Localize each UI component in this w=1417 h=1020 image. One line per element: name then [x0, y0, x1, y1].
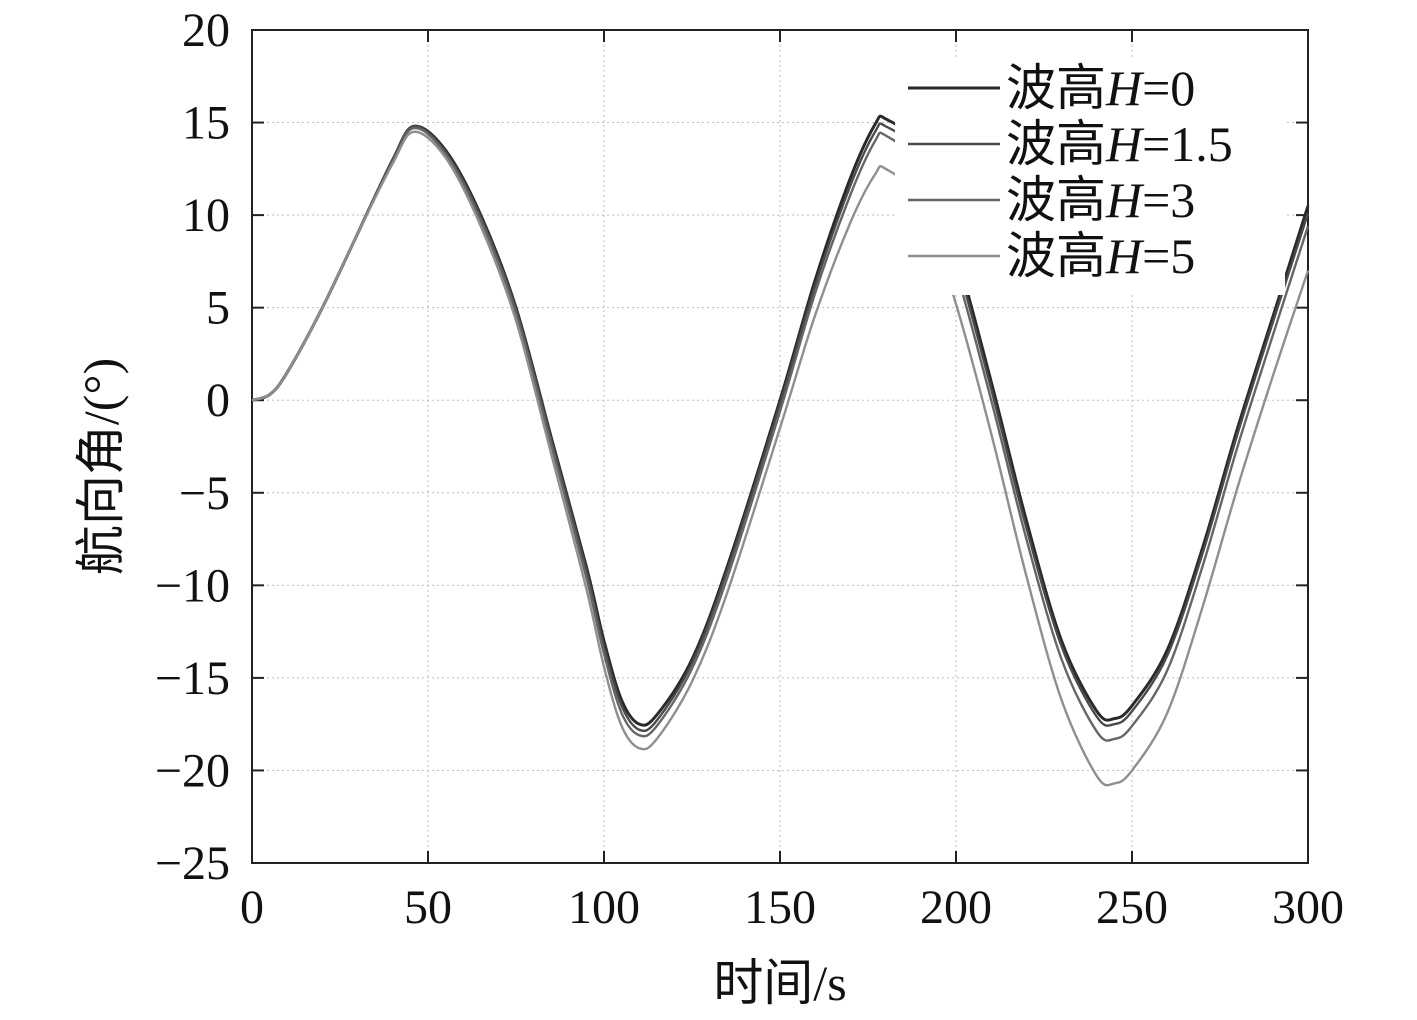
legend-label-value: =1.5 [1142, 116, 1233, 172]
x-axis-label: 时间/s [713, 955, 846, 1011]
y-tick-label: −5 [179, 467, 230, 520]
y-tick-label: 0 [206, 374, 230, 427]
x-tick-label: 50 [404, 881, 452, 934]
legend-label: 波高H=3 [1006, 172, 1195, 228]
legend-label: 波高H=1.5 [1006, 116, 1233, 172]
legend-label-value: =5 [1142, 228, 1195, 284]
y-tick-label: 5 [206, 282, 230, 335]
legend-label-value: =0 [1142, 60, 1195, 116]
x-tick-label: 200 [920, 881, 992, 934]
legend-label: 波高H=5 [1006, 228, 1195, 284]
legend-label-prefix: 波高 [1006, 228, 1106, 284]
y-tick-label: −15 [155, 652, 230, 705]
series-line-3 [251, 130, 1310, 787]
legend-label-prefix: 波高 [1006, 172, 1106, 228]
y-tick-label: −10 [155, 559, 230, 612]
x-tick-label: 150 [744, 881, 816, 934]
legend-label: 波高H=0 [1006, 60, 1195, 116]
series-line-1 [251, 122, 1310, 733]
y-tick-label: 20 [182, 4, 230, 57]
series-line-2 [251, 126, 1310, 742]
legend-label-value: =3 [1142, 172, 1195, 228]
y-tick-label: −20 [155, 744, 230, 797]
legend-label-variable: H [1105, 116, 1145, 172]
x-tick-label: 0 [240, 881, 264, 934]
y-tick-label: −25 [155, 837, 230, 890]
legend-label-prefix: 波高 [1006, 60, 1106, 116]
legend-label-variable: H [1105, 172, 1145, 228]
series-lines [251, 114, 1310, 787]
x-tick-label: 100 [568, 881, 640, 934]
legend-label-variable: H [1105, 228, 1145, 284]
y-tick-label: 10 [182, 189, 230, 242]
y-tick-label: 15 [182, 97, 230, 150]
y-axis-label: 航向角/(°) [73, 358, 129, 575]
x-tick-label: 250 [1096, 881, 1168, 934]
legend-label-variable: H [1105, 60, 1145, 116]
x-tick-label: 300 [1272, 881, 1344, 934]
legend-label-prefix: 波高 [1006, 116, 1106, 172]
